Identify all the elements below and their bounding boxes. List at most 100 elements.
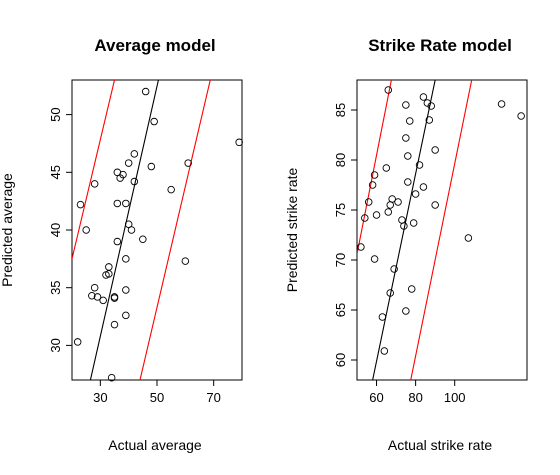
- data-point: [93, 293, 102, 301]
- y-tick-label: 65: [333, 303, 348, 317]
- data-points: [357, 86, 525, 355]
- data-point: [380, 347, 389, 355]
- data-point: [110, 294, 119, 302]
- data-point: [427, 102, 436, 110]
- data-point: [124, 159, 133, 167]
- data-point: [370, 171, 379, 179]
- fit-line-2: [410, 80, 473, 380]
- data-point: [110, 320, 119, 329]
- fit-line-2: [139, 80, 211, 380]
- data-point: [73, 338, 82, 346]
- average-model-panel: Average model 30 50 70 30 35 40 45 50 Actual a…: [0, 36, 243, 453]
- x-tick-label: 50: [150, 390, 164, 405]
- chart-title: Average model: [94, 36, 215, 55]
- data-point: [90, 283, 99, 292]
- data-point: [107, 373, 116, 382]
- data-point: [517, 112, 525, 120]
- data-point: [404, 178, 412, 186]
- data-point: [415, 161, 424, 169]
- chart-title: Strike Rate model: [368, 36, 512, 55]
- data-point: [127, 226, 136, 234]
- data-point: [407, 285, 416, 293]
- data-point: [167, 185, 175, 194]
- data-point: [122, 286, 130, 294]
- fit-lines: [72, 80, 211, 380]
- fit-line-1: [357, 80, 392, 255]
- y-tick-label: 50: [48, 107, 63, 121]
- fit-line-0: [372, 80, 436, 380]
- y-tick-label: 40: [48, 223, 63, 237]
- y-tick-label: 45: [48, 165, 63, 179]
- y-tick-label: 85: [333, 103, 348, 117]
- x-tick-label: 80: [408, 390, 422, 405]
- data-point: [388, 195, 396, 203]
- x-axis-ticks: 30 50 70: [93, 380, 221, 405]
- fit-lines: [357, 80, 473, 380]
- data-point: [390, 265, 398, 273]
- data-point: [378, 313, 387, 321]
- plot-frame: [71, 79, 243, 381]
- data-point: [76, 200, 85, 209]
- fit-line-0: [89, 80, 159, 380]
- data-point: [113, 237, 122, 246]
- data-point: [184, 159, 192, 167]
- y-tick-label: 35: [48, 280, 63, 294]
- data-point: [404, 152, 412, 160]
- y-tick-label: 30: [48, 338, 63, 352]
- y-tick-label: 60: [333, 353, 348, 367]
- data-point: [497, 100, 506, 108]
- data-point: [235, 138, 243, 147]
- data-point: [402, 134, 410, 142]
- data-point: [419, 93, 428, 101]
- data-point: [139, 235, 147, 243]
- data-point: [147, 162, 156, 171]
- data-point: [431, 201, 439, 209]
- data-point: [384, 86, 393, 94]
- x-tick-label: 100: [444, 390, 466, 405]
- data-point: [402, 307, 410, 315]
- strike-rate-model-panel: Strike Rate model 60 80 100 60 65 70 75 80 85 A…: [284, 36, 528, 453]
- data-point: [425, 116, 434, 124]
- y-tick-label: 70: [333, 253, 348, 267]
- data-point: [382, 164, 391, 172]
- data-point: [82, 226, 90, 234]
- data-point: [90, 180, 99, 188]
- data-point: [464, 234, 473, 242]
- data-point: [384, 208, 393, 216]
- data-point: [406, 117, 414, 125]
- data-point: [150, 117, 158, 126]
- data-point: [113, 199, 122, 208]
- data-point: [364, 198, 373, 206]
- data-point: [409, 219, 418, 227]
- y-axis-label: Predicted average: [0, 173, 15, 287]
- data-point: [402, 101, 410, 109]
- data-point: [372, 211, 381, 219]
- data-point: [88, 292, 96, 300]
- data-point: [99, 296, 107, 305]
- fit-line-1: [72, 80, 116, 259]
- data-point: [130, 177, 139, 186]
- plot-frame: [356, 79, 528, 381]
- x-tick-label: 70: [206, 390, 220, 405]
- data-point: [122, 199, 130, 208]
- data-point: [431, 146, 439, 154]
- y-tick-label: 75: [333, 203, 348, 217]
- x-tick-label: 60: [369, 390, 383, 405]
- y-tick-label: 80: [333, 153, 348, 167]
- data-point: [141, 87, 150, 96]
- data-point: [357, 243, 365, 251]
- x-axis-label: Actual strike rate: [388, 437, 492, 453]
- data-point: [119, 170, 127, 179]
- data-point: [122, 255, 130, 263]
- data-point: [124, 220, 133, 228]
- data-point: [400, 222, 408, 230]
- data-point: [419, 183, 428, 191]
- data-point: [370, 255, 379, 263]
- data-point: [368, 181, 377, 189]
- y-axis-label: Predicted strike rate: [284, 168, 300, 293]
- data-point: [130, 150, 139, 158]
- x-tick-label: 30: [93, 390, 107, 405]
- data-point: [386, 289, 394, 297]
- data-point: [122, 311, 130, 320]
